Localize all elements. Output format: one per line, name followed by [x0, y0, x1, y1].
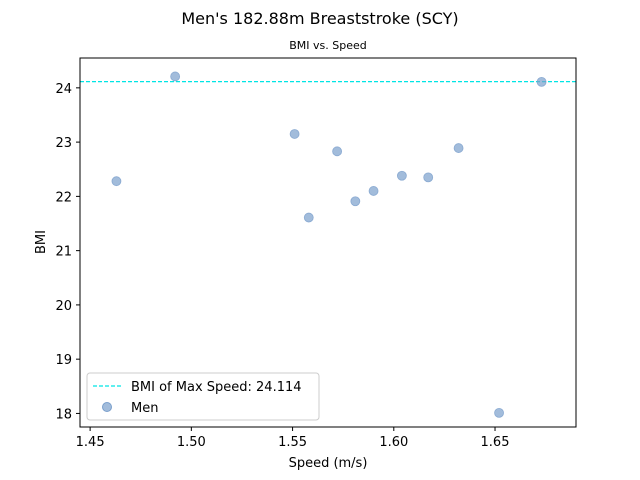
y-axis-label: BMI	[34, 230, 49, 254]
y-tick-label: 20	[55, 299, 72, 314]
legend-men-label: Men	[131, 401, 158, 416]
x-tick-label: 1.60	[379, 435, 408, 450]
data-point-8	[396, 170, 407, 181]
plot-frame	[79, 57, 577, 428]
data-point-3	[289, 129, 300, 139]
data-point-6	[350, 196, 361, 207]
plot-area: 1.45 1.50 1.55 1.60 1.65 18 19 20 21 22 23 24	[55, 57, 577, 450]
data-point-7	[368, 186, 379, 196]
legend-men-swatch	[102, 402, 112, 412]
y-tick-label: 21	[55, 245, 72, 260]
data-point-12	[536, 76, 547, 87]
data-point-4	[303, 212, 314, 223]
chart-subtitle: BMI vs. Speed	[289, 39, 367, 52]
y-tick-label: 24	[55, 82, 72, 97]
legend-reference-line-label: BMI of Max Speed: 24.114	[131, 380, 302, 395]
legend-box	[86, 372, 320, 421]
x-axis-label: Speed (m/s)	[289, 456, 368, 471]
y-tick-label: 22	[55, 190, 72, 205]
y-tick-label: 19	[55, 353, 72, 368]
data-point-11	[494, 407, 504, 418]
y-tick-label: 18	[55, 407, 72, 422]
legend: BMI of Max Speed: 24.114 Men	[86, 372, 320, 421]
data-point-9	[423, 172, 434, 183]
x-tick-label: 1.45	[76, 435, 105, 450]
data-point-1	[111, 176, 122, 187]
x-tick-label: 1.65	[481, 435, 510, 450]
data-point-10	[453, 143, 464, 153]
data-point-5	[332, 146, 343, 157]
chart-title: Men's 182.88m Breaststroke (SCY)	[181, 9, 458, 28]
x-tick-label: 1.55	[278, 435, 307, 450]
data-point-2	[170, 71, 181, 82]
y-tick-label: 23	[55, 136, 72, 151]
x-tick-label: 1.50	[177, 435, 206, 450]
